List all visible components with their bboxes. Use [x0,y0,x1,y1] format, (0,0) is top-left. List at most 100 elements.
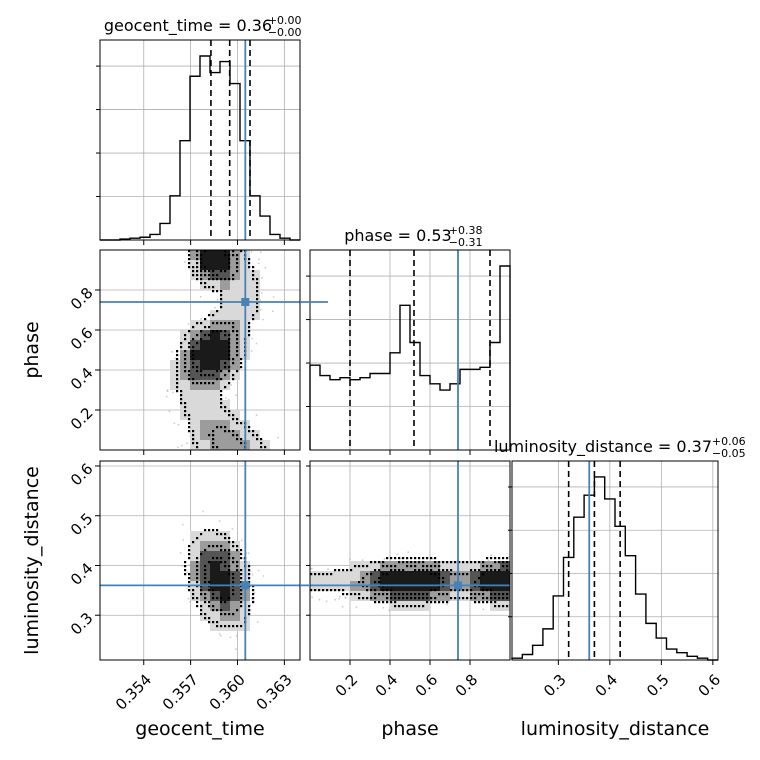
contour-segment [240,625,243,628]
y-tick-label: 0.3 [67,609,97,639]
contour-segment [442,569,445,572]
density-cell [250,440,260,450]
contour-segment [422,593,425,596]
contour-segment [228,338,231,341]
density-cell [220,320,230,330]
density-cell [190,360,200,370]
contour-segment [406,561,409,564]
density-cell [210,561,220,571]
density-cell [250,290,260,300]
density-cell [430,571,440,581]
contour-segment [478,593,481,596]
contour-segment [502,597,505,600]
contour-segment [466,573,469,576]
contour-segment [478,569,481,572]
contour-segment [200,258,203,261]
density-cell [350,591,360,601]
density-cell [190,561,200,571]
contour-segment [494,605,497,608]
density-cell [220,300,230,310]
contour-segment [506,593,509,596]
contour-segment [434,561,437,564]
contour-segment [378,593,381,596]
contour-segment [204,374,207,377]
contour-segment [212,374,215,377]
contour-segment [248,565,251,568]
y-tick-label: 0.6 [67,324,97,354]
density-cell [230,260,240,270]
contour-segment [252,597,255,600]
density-cell [170,360,180,370]
contour-segment [188,422,191,425]
contour-segment [232,362,235,365]
density-cell [210,541,220,551]
contour-segment [224,278,227,281]
contour-segment [192,362,195,365]
contour-segment [208,326,211,329]
contour-segment [200,278,203,281]
contour-segment [450,589,453,592]
density-cell [390,571,400,581]
contour-segment [248,322,251,325]
density-cell [180,370,190,380]
contour-segment [220,557,223,560]
contour-segment [236,254,239,257]
contour-segment [212,442,215,445]
sample-point [187,323,190,325]
contour-segment [490,557,493,560]
contour-segment [438,569,441,572]
density-cell [210,611,220,621]
contour-segment [506,605,509,608]
contour-segment [212,529,215,532]
contour-segment [220,601,223,604]
contour-segment [498,605,501,608]
contour-segment [208,434,211,437]
contour-segment [236,346,239,349]
contour-segment [256,278,259,281]
density-cell [470,591,480,601]
grid [310,250,510,450]
contour-segment [200,533,203,536]
contour-segment [224,362,227,365]
density-cell [200,541,210,551]
contour-segment [176,350,179,353]
sample-point [344,596,347,599]
density-cell [230,591,240,601]
contour-segment [176,374,179,377]
contour-segment [442,593,445,596]
contour-segment [216,597,219,600]
contour-segment [176,354,179,357]
density-cell [220,601,230,611]
density-cell [210,250,220,260]
contour-segment [224,549,227,552]
contour-segment [394,593,397,596]
density-cell [190,571,200,581]
contour-segment [506,561,509,564]
density-cell [420,591,430,601]
hist-phase [309,250,511,450]
contour-segment [188,557,191,560]
contour-segment [228,342,231,345]
sample-point [257,569,260,572]
contour-segment [176,366,179,369]
contour-segment [240,557,243,560]
sample-point [341,605,344,608]
density-cell [190,420,200,430]
contour-segment [426,569,429,572]
contour-segment [394,569,397,572]
contour-segment [192,358,195,361]
contour-segment [240,601,243,604]
contour-segment [260,438,263,441]
contour-segment [208,278,211,281]
contour-segment [216,330,219,333]
contour-segment [192,270,195,273]
contour-segment [386,589,389,592]
density-cell [220,531,230,541]
contour-segment [204,613,207,616]
contour-segment [482,601,485,604]
contour-segment [188,549,191,552]
contour-segment [224,561,227,564]
contour-segment [180,390,183,393]
density-cell [450,571,460,581]
contour-segment [204,250,207,253]
